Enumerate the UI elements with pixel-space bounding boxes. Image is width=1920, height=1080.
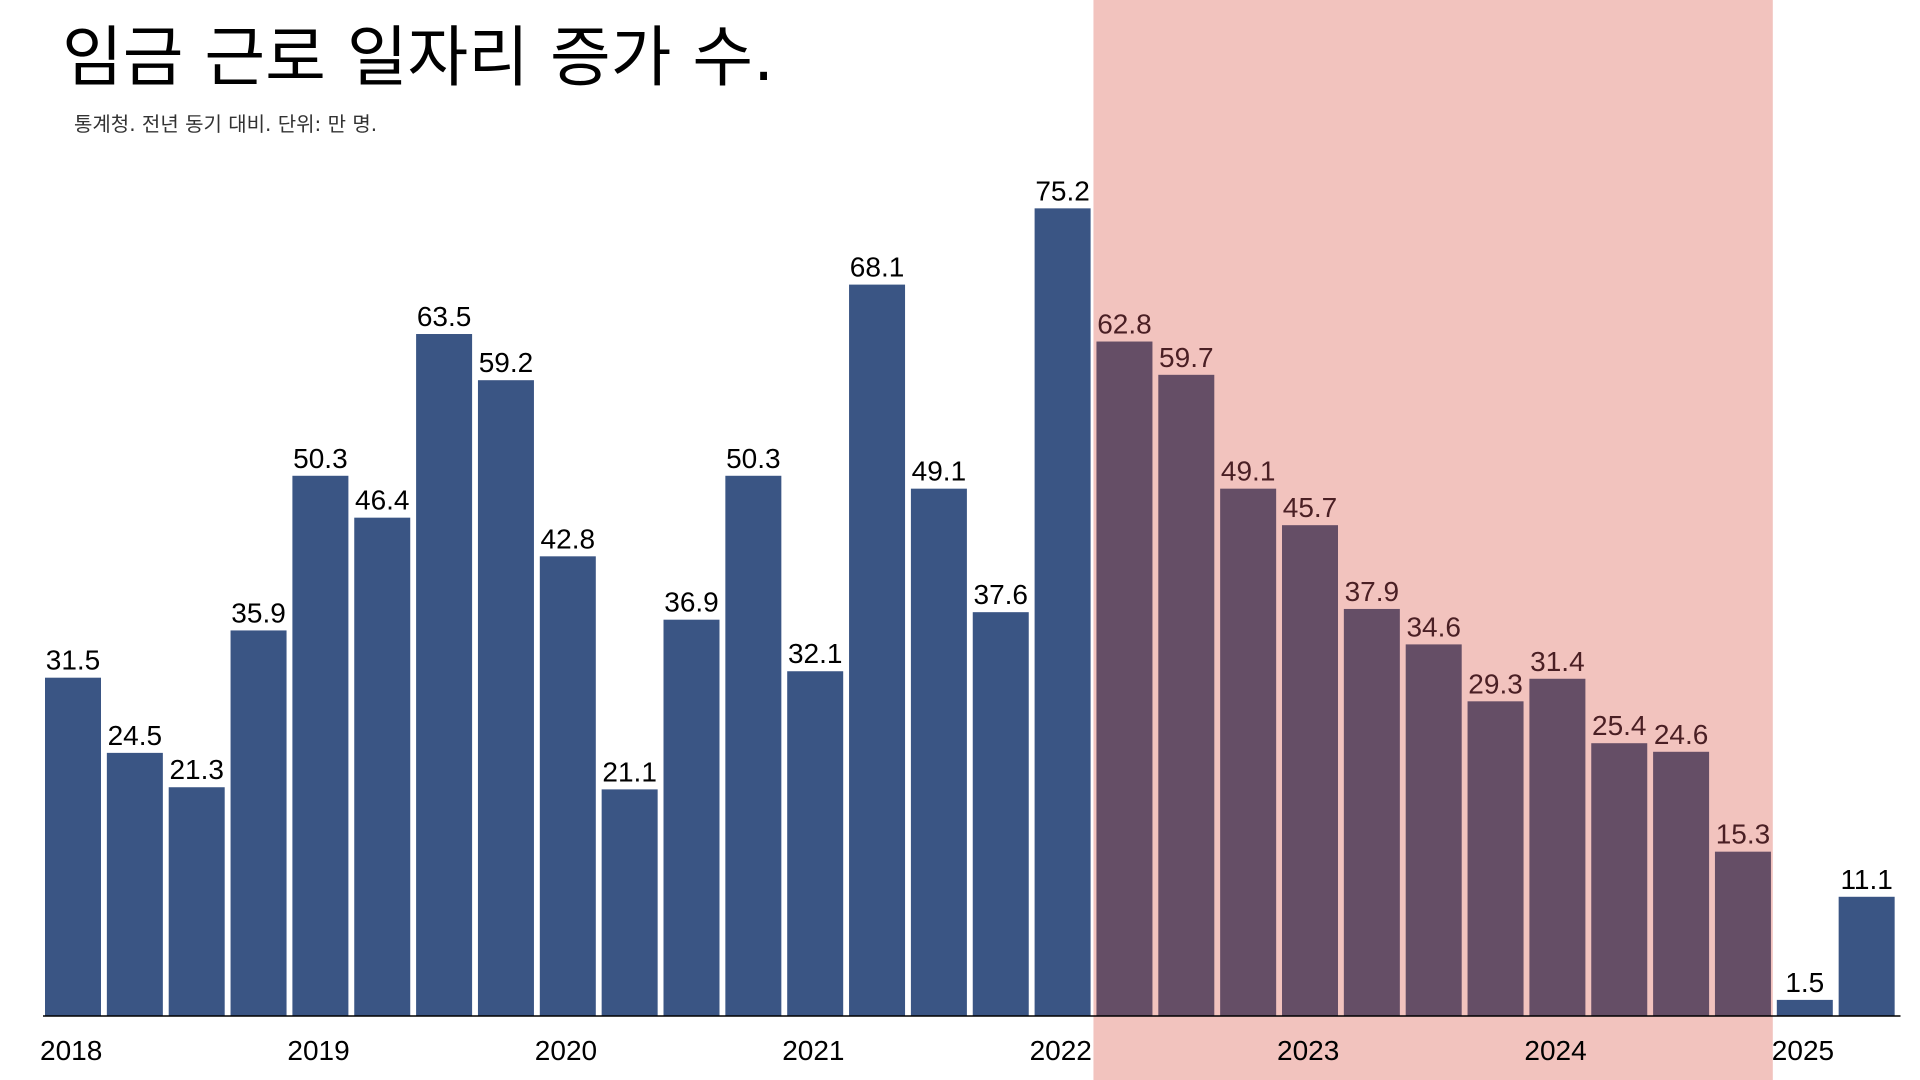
bar [1653,751,1710,1016]
bar-value-label: 25.4 [1592,710,1647,741]
bar [1591,743,1648,1016]
bar-value-label: 50.3 [726,443,781,474]
bar-value-label: 1.5 [1785,967,1824,998]
x-tick-label: 2019 [287,1035,349,1066]
bar-value-label: 63.5 [417,301,472,332]
bar [539,556,596,1016]
bar [106,752,163,1016]
x-tick-label: 2021 [782,1035,844,1066]
bar [45,677,101,1016]
bar-value-label: 24.6 [1654,719,1709,750]
bar-value-label: 42.8 [541,523,596,554]
bar-value-label: 68.1 [850,252,905,283]
bar [972,612,1029,1016]
bar [1034,208,1091,1017]
bar [477,380,534,1016]
bar-value-label: 31.4 [1530,646,1585,677]
chart-title: 임금 근로 일자리 증가 수. [62,19,774,96]
bar-value-label: 46.4 [355,485,410,516]
bar-value-label: 36.9 [664,587,719,618]
bar-value-label: 24.5 [108,720,163,751]
bar-value-label: 59.7 [1159,342,1214,373]
bar-value-label: 50.3 [293,443,348,474]
bar [1529,678,1586,1016]
bar-value-label: 34.6 [1406,611,1461,642]
bar [787,671,844,1016]
bar [1220,488,1277,1016]
bar [1776,999,1833,1016]
bar-value-label: 29.3 [1468,668,1523,699]
bar [1158,374,1215,1016]
bar-value-label: 49.1 [1221,456,1276,487]
bar [292,475,349,1016]
bar [416,334,473,1016]
bar-value-label: 45.7 [1283,492,1338,523]
bar-value-label: 75.2 [1035,175,1090,206]
bar [1714,851,1771,1016]
x-tick-label: 2024 [1524,1035,1586,1066]
chart-subtitle: 통계청. 전년 동기 대비. 단위: 만 명. [74,112,377,136]
bar-value-label: 21.3 [169,754,224,785]
bar [601,789,658,1016]
bar-value-label: 59.2 [479,347,534,378]
x-tick-label: 2020 [535,1035,597,1066]
x-tick-label: 2022 [1030,1035,1092,1066]
bar-value-label: 62.8 [1097,309,1152,340]
bar-value-label: 49.1 [912,456,967,487]
bar-value-label: 15.3 [1716,819,1771,850]
bar [849,284,906,1017]
value-labels-group: 31.524.521.335.950.346.463.559.242.821.1… [46,175,1893,998]
bar [725,475,782,1016]
bar-value-label: 11.1 [1840,864,1892,895]
bar [354,517,411,1016]
bar [230,630,287,1016]
bar [910,488,967,1016]
bar [1096,341,1153,1016]
bar [1343,608,1400,1016]
x-tick-label: 2018 [40,1035,102,1066]
bar-value-label: 21.1 [602,756,657,787]
bars-group [45,208,1895,1017]
bar [1405,644,1462,1016]
bar-value-label: 32.1 [788,638,843,669]
bar [168,787,225,1016]
bar-value-label: 31.5 [46,645,101,676]
bar-value-label: 37.9 [1345,576,1400,607]
bar-value-label: 35.9 [231,597,286,628]
bar [1467,701,1524,1016]
bar-value-label: 37.6 [974,579,1029,610]
x-tick-label: 2023 [1277,1035,1339,1066]
bar [1838,896,1895,1016]
bar [1282,525,1338,1016]
x-axis-ticks-group: 2018 2019 2020 2021 2022 2023 2024 2025 [40,1035,1834,1066]
x-tick-label: 2025 [1772,1035,1834,1066]
bar [663,619,720,1016]
